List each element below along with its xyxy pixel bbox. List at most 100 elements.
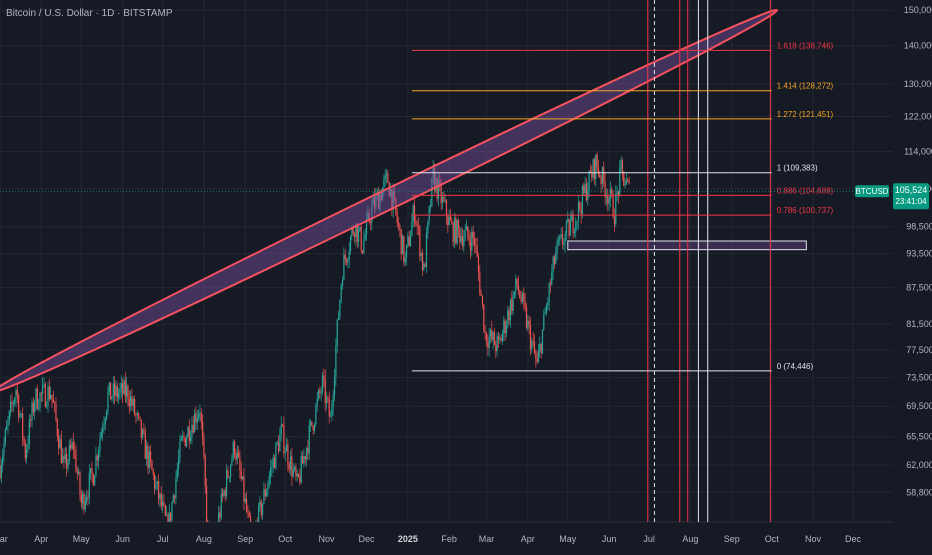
candle-body [38, 408, 40, 409]
candle-body [511, 299, 513, 311]
candle-body [440, 184, 442, 204]
candle-body [527, 320, 529, 328]
fib-level-label: 1 (109,383) [777, 164, 818, 173]
x-tick-label: May [73, 534, 91, 544]
candle-body [451, 220, 453, 224]
candle-body [295, 466, 297, 477]
candle-body [207, 524, 208, 532]
candle-body [287, 444, 289, 465]
candle-body [600, 176, 602, 185]
candle-body [387, 173, 389, 183]
candle-body [150, 451, 152, 461]
candle-body [433, 167, 436, 191]
fib-level-label: 1.272 (121,451) [777, 110, 834, 119]
candle-body [303, 456, 305, 464]
candle-body [483, 304, 485, 332]
candle-body [488, 336, 490, 348]
candle-body [189, 436, 192, 441]
candle-body [233, 441, 236, 455]
candle-body [264, 489, 266, 497]
candle-body [337, 317, 340, 320]
candle-body [528, 320, 530, 326]
candle-body [499, 337, 501, 340]
candle-body [619, 167, 621, 196]
candle-body [328, 398, 330, 417]
candle-body [225, 470, 228, 496]
candle-body [94, 475, 96, 486]
candle-body [188, 426, 190, 441]
last-price-value: 105,524 [895, 185, 928, 195]
candle-body [592, 159, 594, 178]
candle-body [576, 220, 578, 222]
candle-body [615, 193, 617, 225]
candle-body [385, 173, 388, 175]
candle-body [541, 329, 544, 354]
candle-body [412, 205, 414, 222]
candle-body [164, 505, 166, 516]
x-tick-label: Oct [765, 534, 780, 544]
chart-title: Bitcoin / U.S. Dollar · 1D · BITSTAMP [6, 8, 173, 19]
candle-body [83, 493, 85, 510]
x-tick-label: Feb [441, 534, 457, 544]
x-tick-label: Jun [115, 534, 130, 544]
candle-body [327, 397, 329, 399]
candle-body [625, 179, 628, 185]
candle-body [455, 218, 457, 244]
candle-body [106, 410, 108, 419]
candle-body [593, 159, 596, 179]
candle-body [545, 305, 548, 313]
candle-body [507, 310, 509, 326]
candle-body [104, 418, 106, 425]
candle-body [329, 416, 332, 418]
candle-body [367, 212, 369, 219]
trend-ellipse[interactable] [0, 1, 781, 400]
candle-body [493, 332, 496, 346]
candle-body [64, 454, 66, 460]
candle-body [368, 212, 370, 222]
candle-body [573, 231, 576, 234]
candle-body [114, 383, 116, 396]
candle-body [391, 189, 393, 211]
candle-body [44, 384, 46, 407]
candle-body [299, 476, 301, 483]
candle-body [421, 252, 424, 271]
candle-body [347, 259, 349, 263]
candle-body [3, 443, 5, 456]
candle-body [624, 184, 626, 186]
candle-body [509, 299, 512, 321]
candle-body [131, 396, 133, 406]
candle-body [612, 194, 614, 218]
candle-body [219, 512, 221, 518]
candle-body [72, 442, 74, 450]
candle-body [179, 440, 181, 458]
candle-body [604, 181, 606, 198]
candle-body [571, 214, 573, 221]
candle-body [465, 226, 468, 231]
candle-body [627, 179, 629, 181]
candle-body [123, 380, 125, 395]
candle-body [356, 223, 358, 242]
candle-body [333, 377, 336, 396]
y-tick-label: 58,800 [906, 487, 932, 497]
candle-body [108, 382, 110, 392]
candle-body [447, 217, 449, 225]
candle-body [567, 219, 569, 222]
candle-body [96, 455, 98, 461]
candle-body [456, 220, 458, 244]
candle-body [431, 178, 433, 207]
candle-body [293, 466, 296, 470]
candle-body [616, 191, 618, 194]
candle-body [205, 485, 208, 522]
symbol-badge-label: BTCUSD [856, 187, 889, 196]
candle-body [52, 399, 54, 403]
support-zone-box[interactable] [567, 240, 807, 251]
candle-body [516, 278, 518, 285]
candle-body [297, 473, 300, 477]
candle-body [473, 238, 476, 245]
candle-body [40, 393, 42, 394]
y-tick-label: 69,500 [906, 401, 932, 411]
candle-body [197, 413, 200, 419]
candle-body [403, 236, 405, 263]
